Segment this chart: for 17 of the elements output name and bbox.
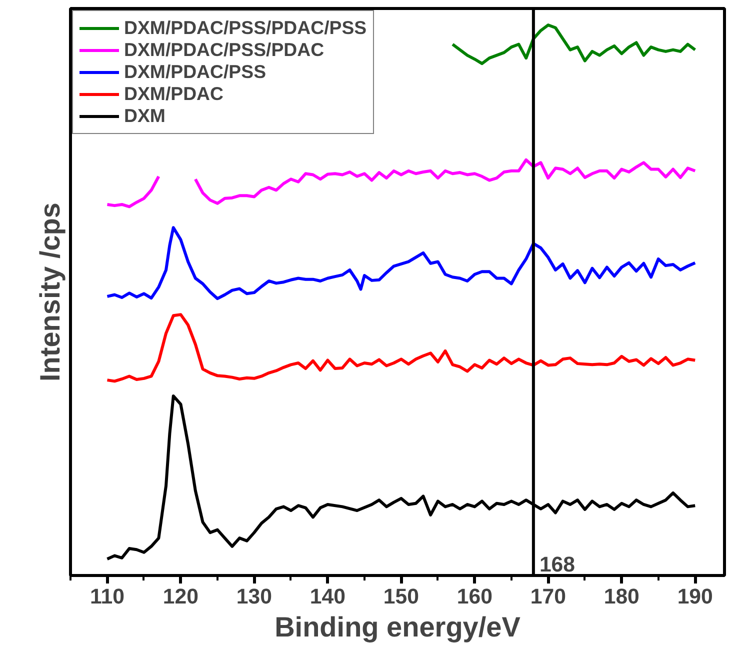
- ref-line-label: 168: [539, 552, 576, 576]
- x-tick-label: 110: [90, 584, 124, 608]
- x-tick-label: 170: [530, 584, 566, 608]
- x-tick-label: 140: [310, 584, 346, 608]
- legend-label: DXM/PDAC/PSS/PDAC: [124, 39, 324, 61]
- legend-label: DXM: [124, 105, 166, 127]
- x-tick-label: 120: [162, 584, 199, 608]
- x-tick-label: 180: [604, 584, 640, 608]
- x-tick-label: 190: [677, 584, 713, 608]
- x-tick-label: 160: [456, 584, 492, 608]
- legend-label: DXM/PDAC/PSS/PDAC/PSS: [124, 17, 367, 39]
- x-axis-title: Binding energy/eV: [274, 612, 521, 642]
- legend-label: DXM/PDAC: [124, 83, 224, 105]
- x-tick-label: 130: [236, 584, 272, 608]
- x-tick-label: 150: [383, 584, 419, 608]
- y-axis-title: Intensity /cps: [34, 202, 66, 382]
- legend-label: DXM/PDAC/PSS: [124, 61, 266, 83]
